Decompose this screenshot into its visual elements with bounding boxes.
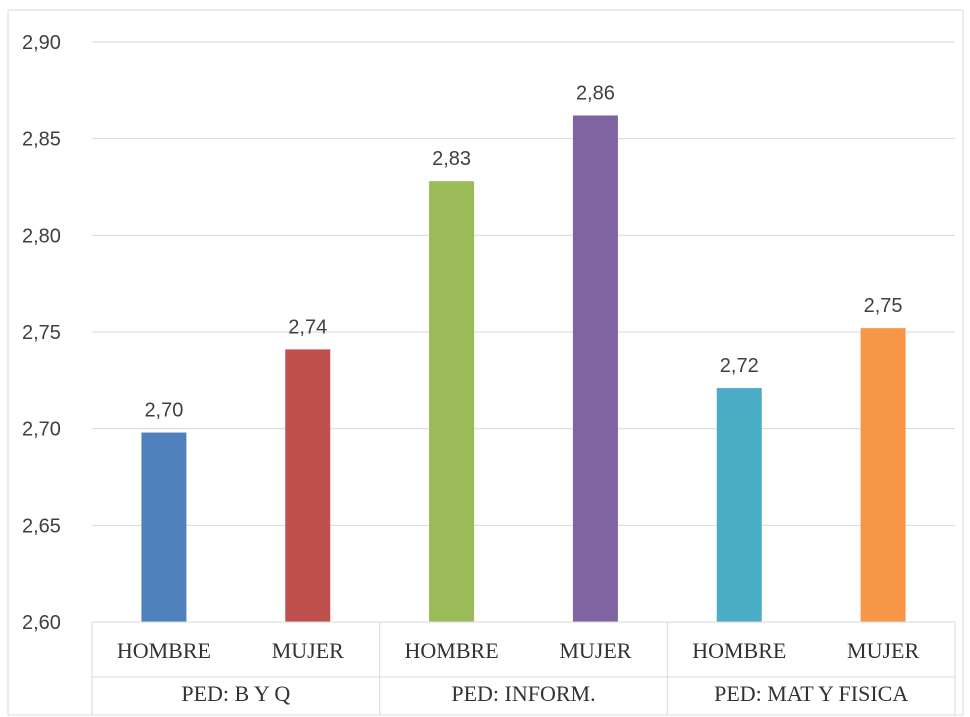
x-axis: HOMBRE MUJER HOMBRE MUJER HOMBRE MUJER PED: B …	[91, 621, 956, 715]
y-axis: 2,60 2,65 2,70 2,75 2,80 2,85 2,90	[22, 32, 61, 634]
x-category-label: HOMBRE	[692, 638, 786, 663]
x-group-label: PED: MAT Y FISICA	[714, 681, 908, 706]
bar	[141, 432, 187, 622]
data-label: 2,75	[864, 295, 903, 317]
data-label: 2,72	[720, 355, 759, 377]
y-tick-label: 2,85	[22, 129, 61, 151]
x-category-label: HOMBRE	[117, 638, 211, 663]
x-category-label: MUJER	[272, 638, 344, 663]
y-tick-label: 2,60	[22, 612, 61, 634]
x-group-label: PED: B Y Q	[181, 681, 290, 706]
bar	[716, 388, 762, 622]
y-tick-label: 2,70	[22, 419, 61, 441]
x-group-label: PED: INFORM.	[451, 681, 595, 706]
x-category-label: MUJER	[847, 638, 919, 663]
data-label: 2,74	[288, 316, 327, 338]
data-label: 2,70	[144, 400, 183, 422]
bar	[285, 349, 331, 622]
data-label: 2,86	[576, 82, 615, 104]
bars	[141, 115, 906, 622]
bar	[860, 328, 906, 622]
x-category-label: HOMBRE	[405, 638, 499, 663]
y-tick-label: 2,75	[22, 322, 61, 344]
y-tick-label: 2,80	[22, 225, 61, 247]
data-labels: 2,70 2,74 2,83 2,86 2,72 2,75	[144, 82, 902, 421]
bar	[572, 115, 618, 622]
y-tick-label: 2,90	[22, 32, 61, 54]
y-tick-label: 2,65	[22, 515, 61, 537]
data-label: 2,83	[432, 148, 471, 170]
bar	[429, 181, 475, 622]
x-category-label: MUJER	[559, 638, 631, 663]
